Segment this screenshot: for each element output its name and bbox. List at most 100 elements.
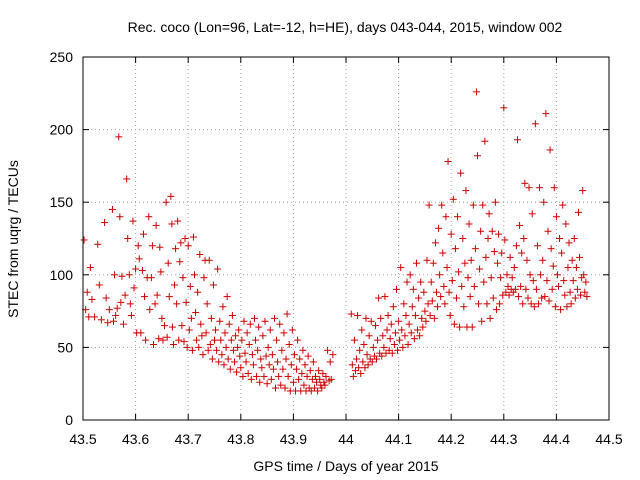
data-point (196, 250, 204, 258)
data-point (146, 306, 154, 314)
data-point (314, 387, 322, 395)
data-point (158, 314, 166, 322)
data-point (116, 213, 124, 221)
data-point (191, 271, 199, 279)
data-point (382, 349, 390, 357)
data-point (571, 294, 579, 302)
data-point (365, 332, 373, 340)
data-point (444, 158, 452, 166)
data-point (220, 361, 228, 369)
data-point (381, 293, 389, 301)
data-point (216, 317, 224, 325)
data-point (501, 236, 509, 244)
data-point (424, 300, 432, 308)
data-point (239, 372, 247, 380)
data-point (521, 179, 529, 187)
data-point (487, 274, 495, 282)
data-point (500, 104, 508, 112)
data-point (396, 336, 404, 344)
data-point (199, 351, 207, 359)
data-point (566, 288, 574, 296)
data-point (141, 293, 149, 301)
data-point (347, 310, 355, 318)
data-point (466, 293, 474, 301)
data-point (557, 306, 565, 314)
data-point (452, 294, 460, 302)
data-point (243, 329, 251, 337)
data-point (289, 378, 297, 386)
x-tick-label: 43.8 (227, 431, 254, 447)
data-point (428, 297, 436, 305)
data-point (213, 346, 221, 354)
data-point (237, 364, 245, 372)
data-point (174, 217, 182, 225)
data-point (498, 249, 506, 257)
data-point (548, 285, 556, 293)
data-point (246, 320, 254, 328)
data-point (206, 340, 214, 348)
data-point (135, 255, 143, 263)
data-point (551, 303, 559, 311)
data-point (375, 294, 383, 302)
data-point (461, 259, 469, 267)
data-point (360, 340, 368, 348)
data-point (284, 372, 292, 380)
data-point (167, 192, 175, 200)
data-point (180, 338, 188, 346)
data-point (472, 88, 480, 96)
data-point (320, 378, 328, 386)
data-point (402, 311, 410, 319)
data-point (364, 361, 372, 369)
data-point (236, 352, 244, 360)
data-point (229, 346, 237, 354)
data-point (104, 319, 112, 327)
data-point (403, 278, 411, 286)
data-point (579, 187, 587, 195)
data-point (221, 329, 229, 337)
data-point (511, 285, 519, 293)
data-point (247, 375, 255, 383)
data-point (486, 314, 494, 322)
data-point (244, 370, 252, 378)
data-point (219, 303, 227, 311)
data-point (512, 242, 520, 250)
data-point (117, 298, 125, 306)
data-point (488, 227, 496, 235)
data-point (474, 152, 481, 160)
data-point (561, 291, 569, 299)
data-point (349, 372, 357, 380)
data-point (316, 375, 324, 383)
data-point (125, 271, 133, 279)
data-point (295, 375, 303, 383)
data-point (309, 358, 317, 366)
data-point (222, 343, 230, 351)
data-point (555, 282, 563, 290)
data-point (394, 346, 402, 354)
data-point (153, 291, 161, 299)
data-point (112, 311, 120, 319)
data-point (469, 201, 477, 209)
data-point (438, 201, 446, 209)
data-point (361, 364, 369, 372)
data-point (443, 264, 451, 272)
data-point (282, 355, 290, 363)
data-point (137, 329, 145, 337)
data-point (293, 365, 301, 373)
data-point (97, 316, 105, 324)
x-tick-label: 43.5 (69, 431, 96, 447)
data-point (189, 233, 197, 241)
data-point (432, 288, 440, 296)
data-point (460, 303, 468, 311)
data-point (194, 288, 202, 296)
data-point (478, 317, 486, 325)
data-point (91, 313, 99, 321)
data-point (126, 300, 134, 308)
data-point (187, 314, 195, 322)
data-point (327, 375, 335, 383)
data-point (149, 340, 157, 348)
chart-grid (83, 57, 609, 420)
data-point (559, 201, 567, 209)
data-point (404, 340, 412, 348)
data-point (425, 201, 433, 209)
data-point (186, 282, 194, 290)
